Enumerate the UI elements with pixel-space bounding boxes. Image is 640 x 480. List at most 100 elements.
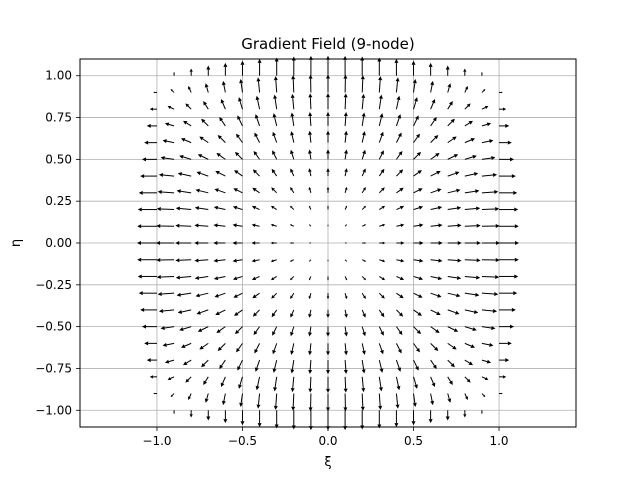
vector-arrow xyxy=(188,393,192,401)
vector-arrow xyxy=(481,325,496,330)
vector-arrow xyxy=(162,342,175,347)
vector-arrow xyxy=(499,291,518,296)
vector-arrow xyxy=(144,140,157,145)
vector-arrow xyxy=(240,60,245,76)
vector-arrow xyxy=(290,326,295,337)
vector-arrow xyxy=(413,376,418,389)
vector-arrow xyxy=(270,276,277,281)
vector-arrow xyxy=(413,223,424,228)
vector-arrow xyxy=(215,309,226,316)
vector-arrow xyxy=(272,131,278,143)
vector-arrow xyxy=(240,410,245,426)
vector-arrow xyxy=(499,324,515,329)
vector-arrow xyxy=(430,292,442,298)
vector-arrow xyxy=(213,275,226,281)
vector-arrow xyxy=(361,343,366,355)
y-tick-label: −0.50 xyxy=(35,320,72,334)
vector-arrow xyxy=(463,410,467,418)
vector-arrow xyxy=(271,309,278,318)
vector-arrow xyxy=(499,190,518,195)
vector-arrow xyxy=(252,309,260,317)
y-tick-label: 0.00 xyxy=(45,236,72,250)
vector-arrow xyxy=(251,205,260,211)
vector-arrow xyxy=(195,188,209,194)
vector-arrow xyxy=(185,376,192,383)
vector-arrow xyxy=(254,114,261,127)
vector-arrow xyxy=(430,359,437,370)
vector-arrow xyxy=(175,241,192,245)
vector-arrow xyxy=(378,131,384,143)
vector-arrow xyxy=(273,94,278,110)
vector-arrow xyxy=(234,170,243,177)
vector-arrow xyxy=(430,205,443,211)
vector-arrow xyxy=(156,206,175,211)
vector-arrow xyxy=(430,152,440,160)
vector-arrow xyxy=(173,410,175,415)
vector-arrow xyxy=(481,189,499,194)
vector-arrow xyxy=(158,309,175,314)
vector-arrow xyxy=(447,83,452,93)
vector-arrow xyxy=(395,393,400,409)
vector-arrow xyxy=(232,205,243,211)
vector-arrow xyxy=(447,258,462,263)
vector-arrow xyxy=(481,223,500,228)
vector-arrow xyxy=(378,393,383,410)
vector-arrow xyxy=(308,343,313,356)
vector-arrow xyxy=(447,342,457,350)
vector-arrow xyxy=(141,157,157,162)
vector-arrow xyxy=(234,309,243,316)
vector-arrow xyxy=(164,359,175,364)
vector-arrow xyxy=(326,326,330,337)
vector-arrow xyxy=(361,93,366,110)
vector-arrow xyxy=(326,149,330,160)
vector-arrow xyxy=(237,115,243,127)
vector-arrow xyxy=(481,156,496,161)
x-tick-label: −1.0 xyxy=(142,434,171,448)
vector-arrow xyxy=(274,57,279,76)
vector-arrow xyxy=(138,190,157,195)
vector-arrow xyxy=(378,76,383,93)
vector-arrow xyxy=(236,133,243,143)
vector-arrow xyxy=(499,140,512,145)
vector-arrow xyxy=(362,242,367,244)
vector-arrow xyxy=(499,157,515,162)
vector-arrow xyxy=(236,343,243,353)
vector-arrow xyxy=(428,410,433,424)
vector-arrow xyxy=(183,120,192,127)
vector-arrow xyxy=(430,393,435,406)
vector-arrow xyxy=(216,326,226,334)
vector-arrow xyxy=(447,223,462,228)
vector-arrow xyxy=(144,341,157,346)
vector-arrow xyxy=(464,275,481,280)
vector-arrow xyxy=(396,292,404,299)
vector-arrow xyxy=(232,223,243,228)
vector-arrow xyxy=(175,223,192,228)
vector-arrow xyxy=(290,93,295,110)
vector-arrow xyxy=(447,101,453,110)
vector-arrow xyxy=(378,187,385,194)
vector-arrow xyxy=(291,75,296,93)
vector-arrow xyxy=(290,309,295,318)
vector-arrow xyxy=(396,169,404,177)
vector-arrow xyxy=(499,257,519,262)
vector-arrow xyxy=(273,393,278,410)
vector-arrow xyxy=(238,376,243,389)
vector-arrow xyxy=(499,375,507,379)
vector-arrow xyxy=(377,410,382,429)
vector-arrow xyxy=(180,342,192,348)
vector-arrow xyxy=(156,223,175,228)
vector-arrow xyxy=(447,275,462,280)
vector-arrow xyxy=(137,207,157,212)
vector-arrow xyxy=(413,97,418,110)
vector-arrow xyxy=(213,258,226,263)
vector-arrow xyxy=(290,376,295,393)
vector-arrow xyxy=(412,78,417,93)
vector-arrow xyxy=(411,60,416,76)
vector-arrow xyxy=(499,307,516,312)
vector-arrow xyxy=(327,205,329,210)
vector-arrow xyxy=(239,78,244,93)
vector-arrow xyxy=(175,206,192,211)
vector-arrow xyxy=(395,376,401,391)
vector-arrow xyxy=(430,98,436,110)
